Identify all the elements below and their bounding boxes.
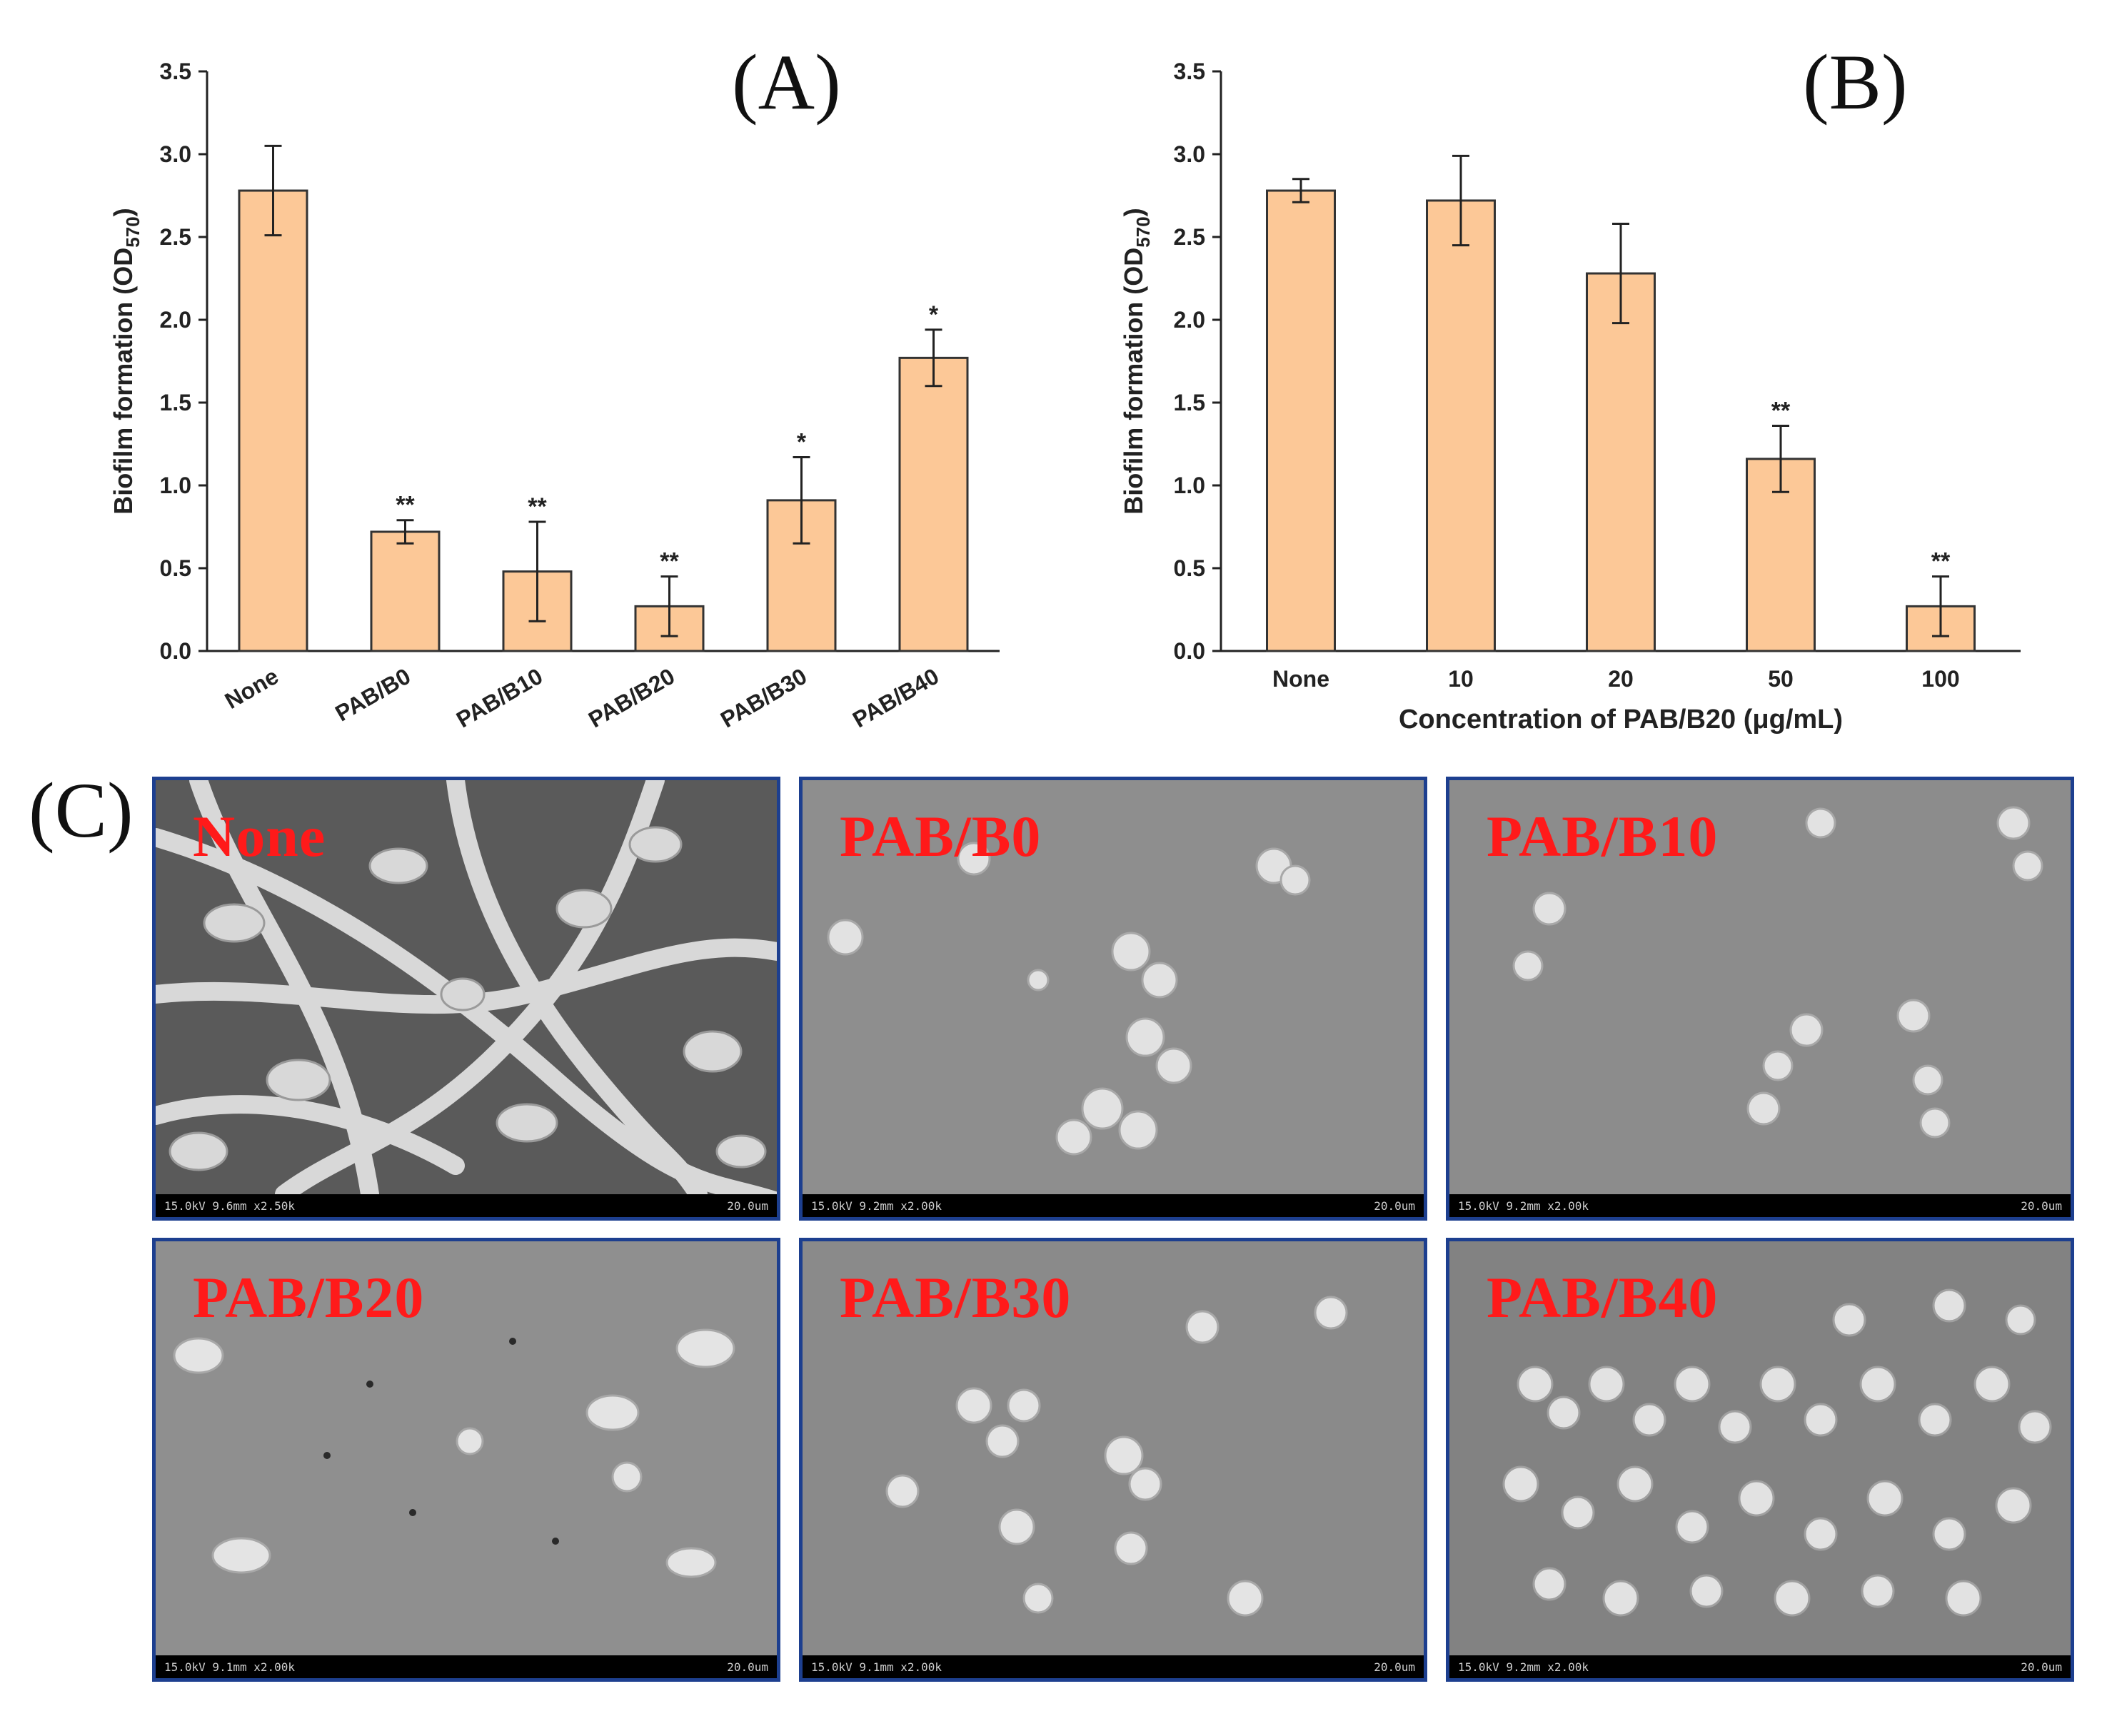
- sem-info-left: 15.0kV 9.2mm x2.00k: [811, 1198, 942, 1213]
- sem-image: [1449, 1241, 2071, 1655]
- sem-info-right: 20.0um: [2021, 1198, 2062, 1213]
- sem-panel-pab-b40: PAB/B40 15.0kV 9.2mm x2.00k 20.0um: [1446, 1238, 2074, 1682]
- sem-info-right: 20.0um: [1374, 1198, 1415, 1213]
- sem-label: None: [193, 804, 326, 869]
- y-tick-label: 2.5: [1174, 224, 1205, 250]
- x-tick-label: PAB/B40: [848, 663, 943, 733]
- sem-image-grid: None 15.0kV 9.6mm x2.50k 20.0um PAB/B0 1…: [152, 777, 2075, 1697]
- y-tick-label: 3.0: [160, 141, 191, 167]
- sem-info-bar: 15.0kV 9.2mm x2.00k 20.0um: [803, 1194, 1424, 1217]
- y-tick-label: 3.5: [1174, 59, 1205, 84]
- bar: [370, 530, 441, 652]
- x-tick-label: 20: [1608, 666, 1634, 692]
- sem-label: PAB/B30: [840, 1265, 1072, 1330]
- panel-a-letter: (A): [732, 39, 841, 126]
- sem-image: [803, 780, 1424, 1194]
- y-tick-label: 0.5: [160, 555, 191, 581]
- sem-info-left: 15.0kV 9.1mm x2.00k: [164, 1660, 296, 1674]
- sem-info-bar: 15.0kV 9.1mm x2.00k 20.0um: [156, 1655, 777, 1678]
- y-tick-label: 3.5: [160, 59, 191, 84]
- sem-info-left: 15.0kV 9.6mm x2.50k: [164, 1198, 296, 1213]
- y-tick-label: 1.5: [160, 390, 191, 415]
- sem-info-bar: 15.0kV 9.6mm x2.50k 20.0um: [156, 1194, 777, 1217]
- sem-info-left: 15.0kV 9.2mm x2.00k: [1458, 1198, 1589, 1213]
- sem-image: [1449, 780, 2071, 1194]
- x-tick-label: PAB/B30: [716, 663, 811, 733]
- bar: [1266, 189, 1336, 652]
- panel-b-letter: (B): [1803, 39, 1908, 126]
- x-tick-label: 10: [1448, 666, 1474, 692]
- sem-info-right: 20.0um: [727, 1660, 768, 1674]
- y-tick-label: 0.0: [160, 638, 191, 664]
- significance-label: **: [396, 492, 415, 519]
- sem-panel-pab-b30: PAB/B30 15.0kV 9.1mm x2.00k 20.0um: [799, 1238, 1427, 1682]
- chart-a: 0.0 0.5 1.0 1.5 2.0 2.5 3.0 3.5 Biofilm formatio…: [109, 59, 1000, 732]
- x-tick-label: PAB/B0: [331, 663, 415, 727]
- y-tick-label: 2.0: [160, 307, 191, 333]
- x-tick-label: PAB/B10: [452, 663, 547, 733]
- sem-image: [156, 1241, 777, 1655]
- x-tick-label: PAB/B20: [584, 663, 679, 733]
- sem-label: PAB/B40: [1487, 1265, 1719, 1330]
- y-tick-label: 1.5: [1174, 390, 1205, 415]
- bar: [1586, 272, 1656, 652]
- sem-panel-none: None 15.0kV 9.6mm x2.50k 20.0um: [152, 777, 780, 1221]
- bar: [898, 356, 969, 652]
- sem-image: [156, 780, 777, 1194]
- sem-panel-pab-b10: PAB/B10 15.0kV 9.2mm x2.00k 20.0um: [1446, 777, 2074, 1221]
- sem-info-right: 20.0um: [1374, 1660, 1415, 1674]
- y-tick-label: 1.0: [160, 473, 191, 498]
- x-tick-label: 100: [1921, 666, 1959, 692]
- y-tick-label: 1.0: [1174, 473, 1205, 498]
- sem-panel-pab-b0: PAB/B0 15.0kV 9.2mm x2.00k 20.0um: [799, 777, 1427, 1221]
- sem-info-left: 15.0kV 9.1mm x2.00k: [811, 1660, 942, 1674]
- bar: [1426, 199, 1496, 652]
- sem-image: [803, 1241, 1424, 1655]
- significance-label: *: [797, 429, 807, 456]
- y-tick-label: 0.5: [1174, 555, 1205, 581]
- significance-label: **: [528, 493, 547, 520]
- sem-info-bar: 15.0kV 9.2mm x2.00k 20.0um: [1449, 1655, 2071, 1678]
- panel-c-letter: (C): [29, 767, 134, 854]
- charts-canvas: 0.0 0.5 1.0 1.5 2.0 2.5 3.0 3.5 Biofilm formatio…: [109, 59, 2021, 735]
- bar: [238, 189, 308, 652]
- significance-label: **: [660, 548, 679, 575]
- sem-info-right: 20.0um: [2021, 1660, 2062, 1674]
- x-tick-label: None: [1272, 666, 1329, 692]
- sem-panel-pab-b20: PAB/B20 15.0kV 9.1mm x2.00k 20.0um: [152, 1238, 780, 1682]
- sem-info-left: 15.0kV 9.2mm x2.00k: [1458, 1660, 1589, 1674]
- sem-info-bar: 15.0kV 9.2mm x2.00k 20.0um: [1449, 1194, 2071, 1217]
- y-axis-label: Biofilm formation (OD570): [1119, 208, 1154, 514]
- y-axis-label: Biofilm formation (OD570): [109, 208, 144, 514]
- y-tick-label: 2.5: [160, 224, 191, 250]
- y-tick-label: 2.0: [1174, 307, 1205, 333]
- sem-label: PAB/B10: [1487, 804, 1719, 869]
- significance-label: *: [929, 301, 939, 328]
- sem-label: PAB/B0: [840, 804, 1042, 869]
- significance-label: **: [1771, 397, 1791, 424]
- significance-label: **: [1931, 548, 1951, 575]
- x-axis-label: Concentration of PAB/B20 (μg/mL): [1399, 705, 1843, 735]
- chart-b: 0.0 0.5 1.0 1.5 2.0 2.5 3.0 3.5 Biofilm formatio…: [1119, 59, 2021, 735]
- y-tick-label: 3.0: [1174, 141, 1205, 167]
- sem-info-right: 20.0um: [727, 1198, 768, 1213]
- sem-info-bar: 15.0kV 9.1mm x2.00k 20.0um: [803, 1655, 1424, 1678]
- y-tick-label: 0.0: [1174, 638, 1205, 664]
- x-tick-label: 50: [1768, 666, 1794, 692]
- x-tick-label: None: [221, 663, 283, 714]
- sem-label: PAB/B20: [193, 1265, 425, 1330]
